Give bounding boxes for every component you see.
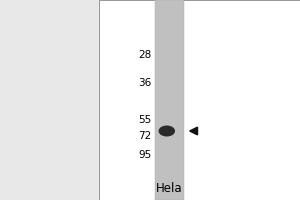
Text: 95: 95 xyxy=(138,150,152,160)
Ellipse shape xyxy=(159,126,175,136)
Bar xyxy=(155,0,184,200)
Text: 55: 55 xyxy=(138,115,152,125)
Text: 72: 72 xyxy=(138,131,152,141)
Bar xyxy=(99,0,300,200)
Text: 36: 36 xyxy=(138,78,152,88)
Text: Hela: Hela xyxy=(156,182,183,196)
Text: 28: 28 xyxy=(138,50,152,60)
